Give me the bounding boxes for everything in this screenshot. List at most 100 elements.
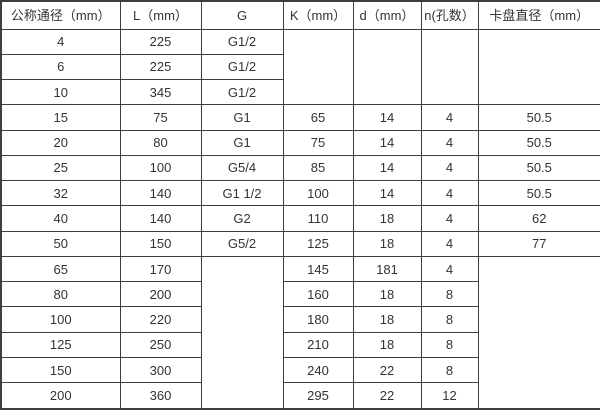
table-cell: 65 xyxy=(0,255,121,283)
table-cell: 8 xyxy=(420,306,479,333)
table-cell: 4 xyxy=(420,104,479,131)
table-cell: G1 xyxy=(200,129,284,156)
table-cell xyxy=(477,255,600,410)
table-cell: 15 xyxy=(0,104,121,131)
table-cell xyxy=(352,28,422,106)
table-cell: 14 xyxy=(352,180,422,207)
column-header-3: K（mm） xyxy=(282,0,354,30)
table-cell: 22 xyxy=(352,356,422,384)
table-cell: G1/2 xyxy=(200,79,284,106)
table-cell: 200 xyxy=(0,382,121,410)
table-row: 65 170 145 181 4 xyxy=(0,255,600,410)
table-row: 50 150 G5/2 125 18 4 77 xyxy=(0,230,600,257)
table-cell: 22 xyxy=(352,382,422,410)
table-cell: 100 xyxy=(0,306,121,333)
table-cell: 20 xyxy=(0,129,121,156)
table-cell: 4 xyxy=(0,28,121,55)
table-cell: 85 xyxy=(282,154,354,182)
column-header-1: L（mm） xyxy=(119,0,202,30)
table-cell: 14 xyxy=(352,104,422,131)
table-cell: 80 xyxy=(0,281,121,308)
table-row: 20 80 G1 75 14 4 50.5 xyxy=(0,129,600,156)
table-cell: 75 xyxy=(282,129,354,156)
table-cell: G5/4 xyxy=(200,154,284,182)
table-cell: 40 xyxy=(0,205,121,232)
table-cell: 150 xyxy=(0,356,121,384)
table-row: 32 140 G1 1/2 100 14 4 50.5 xyxy=(0,180,600,207)
table-cell: 295 xyxy=(282,382,354,410)
table-cell xyxy=(420,28,479,106)
table-cell: 18 xyxy=(352,205,422,232)
table-cell: G1/2 xyxy=(200,28,284,55)
table-cell: G1 1/2 xyxy=(200,180,284,207)
table-cell: G2 xyxy=(200,205,284,232)
table-cell: 181 xyxy=(352,255,422,283)
table-body: 4 225 G1/2 6 225 G1/2 10 345 G1/2 15 75 G1 65 14 4 50.5… xyxy=(0,28,600,410)
table-cell: 75 xyxy=(119,104,202,131)
table-cell: 125 xyxy=(0,331,121,358)
table-row: 200 360 295 22 12 xyxy=(0,382,600,410)
table-row: 15 75 G1 65 14 4 50.5 xyxy=(0,104,600,131)
table-cell: 77 xyxy=(477,230,600,257)
table-cell: 160 xyxy=(282,281,354,308)
table-cell: 18 xyxy=(352,306,422,333)
table-cell: 8 xyxy=(420,356,479,384)
column-header-2: G xyxy=(200,0,284,30)
table-cell: 300 xyxy=(119,356,202,384)
table-cell xyxy=(200,255,284,410)
table-cell: 100 xyxy=(119,154,202,182)
table-cell: 4 xyxy=(420,180,479,207)
table-row: 40 140 G2 110 18 4 62 xyxy=(0,205,600,232)
table-cell: 180 xyxy=(282,306,354,333)
table-cell: 150 xyxy=(119,230,202,257)
table-cell: 145 xyxy=(282,255,354,283)
column-header-0: 公称通径（mm） xyxy=(0,0,121,30)
table-cell: 18 xyxy=(352,230,422,257)
table-cell: 4 xyxy=(420,230,479,257)
table-cell: 14 xyxy=(352,154,422,182)
table-cell: 225 xyxy=(119,53,202,81)
table-cell: 100 xyxy=(282,180,354,207)
table-cell: 140 xyxy=(119,205,202,232)
table-cell: 6 xyxy=(0,53,121,81)
table-cell: 32 xyxy=(0,180,121,207)
table-cell: 65 xyxy=(282,104,354,131)
table-row: 4 225 G1/2 xyxy=(0,28,600,106)
table-cell: 10 xyxy=(0,79,121,106)
table-cell: 4 xyxy=(420,129,479,156)
table-cell: 50.5 xyxy=(477,129,600,156)
table-cell: 140 xyxy=(119,180,202,207)
table-cell: G1/2 xyxy=(200,53,284,81)
column-header-5: n(孔数） xyxy=(420,0,479,30)
table-cell: 14 xyxy=(352,129,422,156)
table-cell xyxy=(282,28,354,106)
table-row: 6 225 G1/2 xyxy=(0,53,600,81)
column-header-6: 卡盘直径（mm） xyxy=(477,0,600,30)
table-cell: G5/2 xyxy=(200,230,284,257)
table-cell: 240 xyxy=(282,356,354,384)
table-cell: 4 xyxy=(420,205,479,232)
table-cell: 110 xyxy=(282,205,354,232)
table-head: 公称通径（mm） L（mm） G K（mm） d（mm） n(孔数） 卡盘直径（mm） xyxy=(0,0,600,30)
table-cell: 18 xyxy=(352,281,422,308)
table-cell: 4 xyxy=(420,255,479,283)
table-cell: 8 xyxy=(420,281,479,308)
table-cell: 4 xyxy=(420,154,479,182)
table-cell: 62 xyxy=(477,205,600,232)
table-cell: 18 xyxy=(352,331,422,358)
table-cell: 50.5 xyxy=(477,154,600,182)
table-cell: 12 xyxy=(420,382,479,410)
table-cell xyxy=(477,28,600,106)
table-row: 100 220 180 18 8 xyxy=(0,306,600,333)
table-cell: 360 xyxy=(119,382,202,410)
table-cell: 125 xyxy=(282,230,354,257)
header-row: 公称通径（mm） L（mm） G K（mm） d（mm） n(孔数） 卡盘直径（mm） xyxy=(0,0,600,30)
table-cell: 210 xyxy=(282,331,354,358)
table-cell: 50.5 xyxy=(477,104,600,131)
table-row: 10 345 G1/2 xyxy=(0,79,600,106)
table-cell: 80 xyxy=(119,129,202,156)
table-cell: 220 xyxy=(119,306,202,333)
table-cell: 25 xyxy=(0,154,121,182)
